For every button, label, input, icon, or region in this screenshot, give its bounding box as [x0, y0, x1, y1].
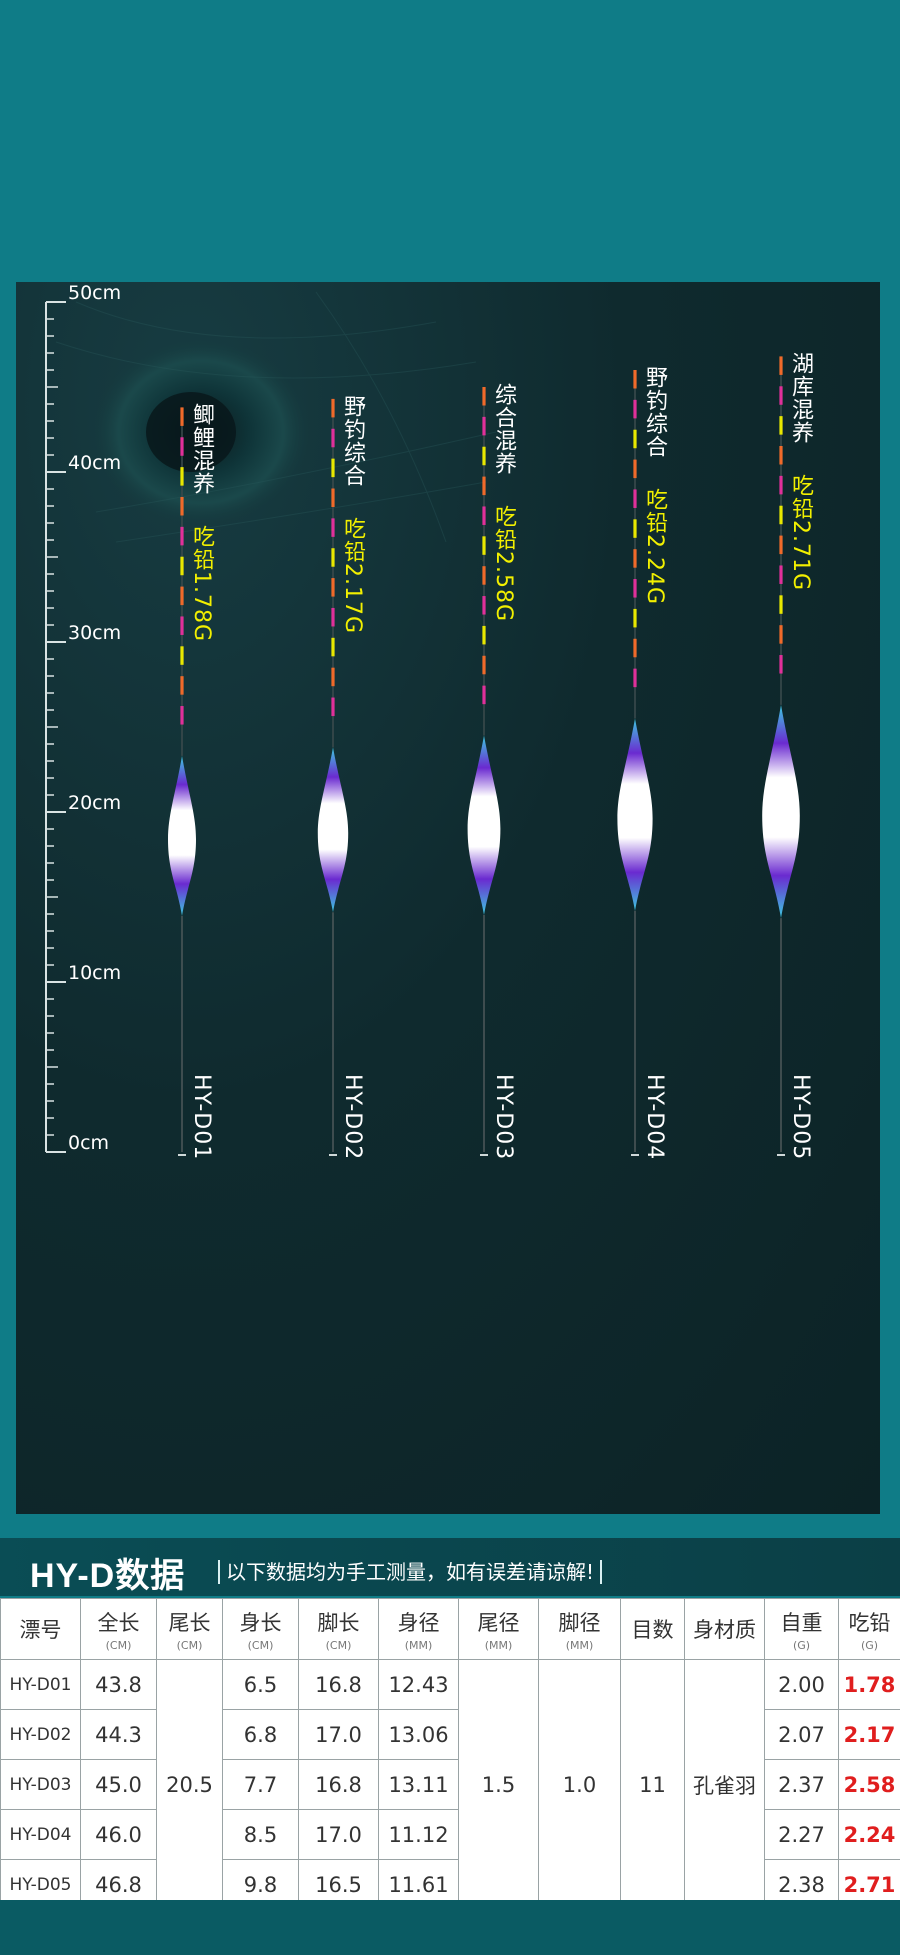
spec-header-bar: HY-D数据 以下数据均为手工测量，如有误差请谅解!	[0, 1538, 900, 1596]
total-length-cell: 46.0	[80, 1809, 157, 1860]
lead-cell: 2.58	[838, 1759, 900, 1810]
foot-diameter-cell: 1.0	[538, 1659, 621, 1910]
weight-cell: 2.07	[764, 1709, 839, 1760]
float-hy-d01	[168, 407, 196, 1156]
spec-title: HY-D数据	[30, 1557, 186, 1595]
model-cell: HY-D04	[0, 1809, 81, 1860]
float-lead-label: 吃铅2.71G	[788, 474, 813, 592]
header-cell: 漂号	[0, 1598, 81, 1660]
spec-header-row: 漂号 全长 (CM) 尾长 (CM) 身长 (CM) 脚长 (CM) 身径 (MM) 尾径…	[0, 1598, 900, 1660]
body-diameter-cell: 11.12	[378, 1809, 459, 1860]
header-cell: 身长 (CM)	[222, 1598, 299, 1660]
foot-length-cell: 17.0	[298, 1709, 379, 1760]
float-use-label: 鲫鲤混养	[189, 403, 214, 496]
float-body	[467, 735, 501, 915]
float-model-label: HY-D04	[642, 1074, 667, 1161]
header-cell: 身径 (MM)	[378, 1598, 459, 1660]
float-showcase-panel: 50cm 40cm 30cm 20cm 10cm 0cm 鲫鲤混养吃铅1.78G HY-D0…	[16, 282, 880, 1514]
model-cell: HY-D03	[0, 1759, 81, 1810]
weight-cell: 2.00	[764, 1659, 839, 1710]
total-length-cell: 43.8	[80, 1659, 157, 1710]
foot-length-cell: 16.8	[298, 1759, 379, 1810]
ruler-label: 40cm	[68, 452, 122, 474]
float-use-label: 湖库混养	[788, 352, 813, 445]
float-model-label: HY-D03	[491, 1074, 516, 1161]
header-cell: 脚径 (MM)	[538, 1598, 621, 1660]
ruler-label: 50cm	[68, 282, 122, 304]
tail-length-cell: 20.5	[156, 1659, 223, 1910]
float-model-label: HY-D05	[788, 1074, 813, 1161]
material-cell: 孔雀羽	[684, 1659, 765, 1910]
body-diameter-cell: 12.43	[378, 1659, 459, 1710]
float-body	[168, 755, 196, 916]
model-cell: HY-D02	[0, 1709, 81, 1760]
float-model-label: HY-D01	[189, 1074, 214, 1161]
float-hy-d02	[317, 398, 349, 1156]
foot-length-cell: 17.0	[298, 1809, 379, 1860]
top-banner	[0, 0, 900, 282]
float-hy-d03	[467, 387, 501, 1156]
header-cell: 尾长 (CM)	[156, 1598, 223, 1660]
lead-cell: 2.24	[838, 1809, 900, 1860]
total-length-cell: 45.0	[80, 1759, 157, 1810]
header-cell: 脚长 (CM)	[298, 1598, 379, 1660]
bottom-strip	[0, 1900, 900, 1955]
body-length-cell: 7.7	[222, 1759, 299, 1810]
body-length-cell: 6.5	[222, 1659, 299, 1710]
float-use-label: 野钓综合	[642, 366, 667, 458]
spec-table: 漂号 全长 (CM) 尾长 (CM) 身长 (CM) 脚长 (CM) 身径 (MM) 尾径…	[0, 1598, 900, 1910]
ruler-label: 20cm	[68, 792, 122, 814]
body-length-cell: 8.5	[222, 1809, 299, 1860]
lead-cell: 2.17	[838, 1709, 900, 1760]
model-cell: HY-D01	[0, 1659, 81, 1710]
weight-cell: 2.27	[764, 1809, 839, 1860]
ruler-label: 10cm	[68, 962, 122, 984]
ruler-label: 0cm	[68, 1132, 110, 1154]
tail-diameter-cell: 1.5	[458, 1659, 539, 1910]
table-row: HY-D04 46.0 8.5 17.0 11.12 2.27 2.24	[0, 1809, 900, 1860]
total-length-cell: 44.3	[80, 1709, 157, 1760]
float-lead-label: 吃铅2.58G	[491, 505, 516, 623]
header-cell: 尾径 (MM)	[458, 1598, 539, 1660]
spec-note: 以下数据均为手工测量，如有误差请谅解!	[218, 1560, 603, 1584]
float-body	[317, 747, 349, 913]
float-lead-label: 吃铅1.78G	[189, 525, 214, 643]
float-model-label: HY-D02	[340, 1074, 365, 1161]
marks-cell: 11	[620, 1659, 685, 1910]
float-hy-d04	[617, 370, 653, 1156]
lead-cell: 1.78	[838, 1659, 900, 1710]
floats-illustration	[168, 356, 800, 1156]
ruler-label: 30cm	[68, 622, 122, 644]
header-cell: 自重 (G)	[764, 1598, 839, 1660]
ruler-scale	[45, 301, 66, 1153]
foot-length-cell: 16.8	[298, 1659, 379, 1710]
float-hy-d05	[762, 356, 800, 1156]
header-cell: 吃铅 (G)	[838, 1598, 900, 1660]
table-row: HY-D02 44.3 6.8 17.0 13.06 2.07 2.17	[0, 1709, 900, 1760]
body-diameter-cell: 13.11	[378, 1759, 459, 1810]
body-diameter-cell: 13.06	[378, 1709, 459, 1760]
float-lead-label: 吃铅2.17G	[340, 516, 365, 634]
float-lead-label: 吃铅2.24G	[642, 488, 667, 606]
table-row: HY-D01 43.8 20.5 6.5 16.8 12.43 1.5 1.0 …	[0, 1659, 900, 1910]
float-use-label: 综合混养	[491, 383, 516, 475]
float-body	[762, 704, 800, 919]
weight-cell: 2.37	[764, 1759, 839, 1810]
float-body	[617, 718, 653, 911]
table-row: HY-D03 45.0 7.7 16.8 13.11 2.37 2.58	[0, 1759, 900, 1810]
peacock-feather-decoration	[55, 291, 497, 543]
header-cell: 目数	[620, 1598, 685, 1660]
header-cell: 身材质	[684, 1598, 765, 1660]
body-length-cell: 6.8	[222, 1709, 299, 1760]
header-cell: 全长 (CM)	[80, 1598, 157, 1660]
float-use-label: 野钓综合	[340, 394, 365, 487]
